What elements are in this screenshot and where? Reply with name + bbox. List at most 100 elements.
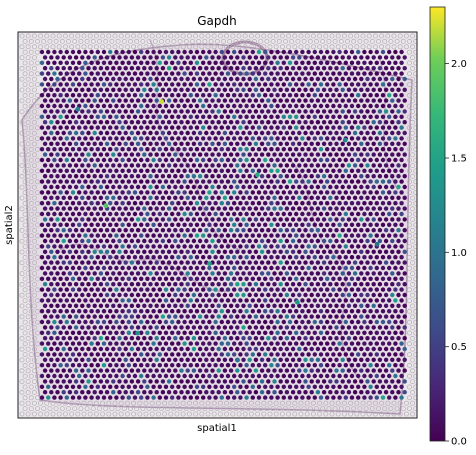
spot: [42, 260, 48, 265]
spot: [148, 130, 153, 136]
spot: [241, 195, 246, 200]
spot: [269, 136, 274, 141]
spot: [340, 260, 345, 265]
spot: [73, 55, 79, 60]
spot: [201, 276, 206, 281]
spot: [154, 184, 159, 190]
spot: [383, 271, 389, 276]
spot: [315, 184, 321, 190]
outer-spot: [81, 44, 87, 50]
spot: [259, 163, 265, 168]
spot: [213, 82, 218, 87]
spot: [359, 249, 364, 254]
spot: [269, 211, 274, 217]
spot: [135, 271, 141, 276]
spot: [86, 184, 91, 190]
spot: [219, 147, 224, 152]
spot: [263, 373, 268, 379]
spot: [222, 238, 228, 244]
spot: [281, 341, 286, 346]
spot: [176, 136, 181, 141]
spot: [104, 109, 110, 114]
spot: [197, 130, 203, 136]
spot: [328, 271, 333, 276]
spot: [396, 303, 401, 308]
spot: [256, 319, 262, 325]
spot: [148, 228, 153, 233]
spot: [39, 222, 45, 227]
spot: [132, 341, 138, 346]
outer-spot: [25, 227, 31, 233]
spot: [312, 298, 317, 303]
spot: [207, 341, 212, 346]
spot: [191, 55, 197, 60]
spot: [256, 60, 262, 65]
spot: [157, 244, 162, 249]
spot: [135, 217, 141, 222]
spot: [73, 292, 79, 298]
spot: [157, 330, 162, 335]
spot: [151, 255, 156, 260]
spot: [349, 395, 355, 400]
outer-spot: [22, 157, 28, 163]
spot: [61, 238, 66, 244]
spot: [194, 373, 200, 379]
outer-spot: [35, 352, 41, 358]
outer-spot: [62, 411, 68, 417]
spot: [294, 211, 299, 217]
spot: [374, 233, 379, 238]
spot: [139, 276, 144, 281]
spot: [219, 201, 224, 206]
spot: [377, 206, 383, 211]
outer-spot: [100, 411, 106, 417]
spot: [64, 60, 70, 65]
spot: [232, 255, 237, 260]
spot: [154, 238, 159, 244]
spot: [126, 341, 131, 346]
spot: [151, 395, 156, 400]
spot: [383, 98, 389, 103]
spot: [151, 309, 156, 314]
spot: [383, 109, 389, 114]
spot: [213, 244, 218, 249]
spot: [98, 238, 104, 244]
spot: [306, 298, 311, 303]
spot: [334, 249, 339, 254]
spot: [294, 201, 299, 206]
spot: [275, 255, 280, 260]
outer-spot: [106, 44, 112, 50]
spot: [101, 103, 107, 109]
spot: [179, 314, 184, 319]
spot: [402, 379, 407, 384]
spot: [343, 114, 348, 120]
spot: [77, 395, 82, 400]
spot: [95, 373, 101, 379]
spot: [176, 147, 181, 152]
spot: [108, 309, 113, 314]
spot: [67, 292, 73, 298]
spot: [244, 60, 249, 65]
spot: [256, 384, 262, 389]
spot: [349, 179, 355, 184]
outer-spot: [93, 400, 99, 406]
spot: [278, 152, 283, 157]
spot: [390, 98, 395, 103]
outer-spot: [22, 92, 28, 98]
spot: [139, 298, 144, 303]
outer-spot: [25, 44, 31, 50]
spot: [312, 341, 317, 346]
spot: [374, 222, 379, 227]
outer-spot: [25, 357, 31, 363]
spot: [337, 384, 342, 389]
outer-spot: [100, 33, 106, 39]
spot: [266, 152, 271, 157]
outer-spot: [174, 411, 180, 417]
spot: [321, 87, 327, 93]
spot: [117, 217, 122, 222]
spot: [179, 292, 184, 298]
spot: [281, 136, 286, 141]
spot: [163, 211, 169, 217]
spot: [120, 319, 125, 325]
spot: [235, 184, 240, 190]
spot: [259, 87, 265, 93]
